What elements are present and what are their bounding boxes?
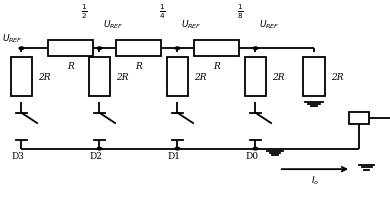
Bar (349, 112, 369, 124)
Circle shape (97, 148, 102, 150)
Bar (48, 41, 93, 57)
Bar (245, 58, 266, 97)
Bar (89, 58, 110, 97)
Circle shape (175, 48, 180, 50)
Circle shape (97, 48, 102, 50)
Text: $\frac{1}{8}$: $\frac{1}{8}$ (237, 2, 243, 20)
Text: D2: D2 (89, 151, 102, 160)
Text: D0: D0 (245, 151, 258, 160)
Bar (167, 58, 188, 97)
Text: R: R (213, 62, 220, 71)
Text: D3: D3 (11, 151, 24, 160)
Text: R: R (67, 62, 74, 71)
Text: D1: D1 (167, 151, 180, 160)
Text: 2R: 2R (116, 73, 129, 82)
Circle shape (19, 48, 24, 50)
Text: $\frac{1}{4}$: $\frac{1}{4}$ (159, 2, 165, 20)
Bar (11, 58, 32, 97)
Circle shape (253, 48, 258, 50)
Circle shape (175, 148, 180, 150)
Text: $U_{REF}$: $U_{REF}$ (181, 18, 202, 31)
Text: $I_o$: $I_o$ (311, 173, 319, 186)
Bar (116, 41, 161, 57)
Circle shape (253, 148, 258, 150)
Text: $U_{REF}$: $U_{REF}$ (103, 18, 124, 31)
Text: 2R: 2R (331, 73, 343, 82)
Text: 2R: 2R (194, 73, 207, 82)
Text: $U_{REF}$: $U_{REF}$ (2, 32, 23, 45)
Text: $U_{REF}$: $U_{REF}$ (259, 18, 280, 31)
Text: 2R: 2R (38, 73, 51, 82)
Text: 2R: 2R (272, 73, 285, 82)
Bar (303, 58, 325, 97)
Text: R: R (135, 62, 142, 71)
Bar (194, 41, 239, 57)
Text: $\frac{1}{2}$: $\frac{1}{2}$ (81, 2, 87, 20)
